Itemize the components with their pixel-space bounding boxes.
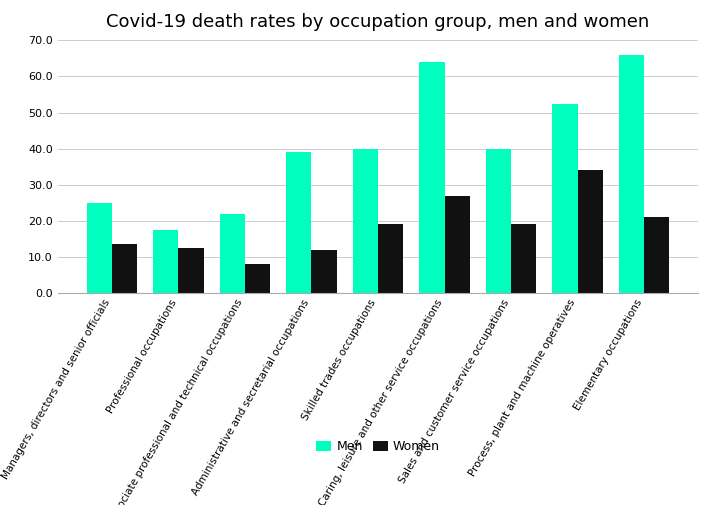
Bar <box>353 148 378 293</box>
Bar <box>153 230 179 293</box>
Bar <box>312 249 337 293</box>
Bar <box>577 170 603 293</box>
Title: Covid-19 death rates by occupation group, men and women: Covid-19 death rates by occupation group… <box>107 13 649 30</box>
Bar <box>419 62 444 293</box>
Bar <box>86 203 112 293</box>
Bar <box>552 104 577 293</box>
Bar <box>220 214 245 293</box>
Bar <box>644 217 670 293</box>
Bar <box>486 148 511 293</box>
Bar <box>287 152 312 293</box>
Bar <box>511 224 536 293</box>
Bar <box>378 224 403 293</box>
Bar <box>245 264 270 293</box>
Bar <box>618 55 644 293</box>
Bar <box>179 248 204 293</box>
Bar <box>112 244 138 293</box>
Bar <box>444 195 469 293</box>
Legend: Men, Women: Men, Women <box>311 435 445 459</box>
